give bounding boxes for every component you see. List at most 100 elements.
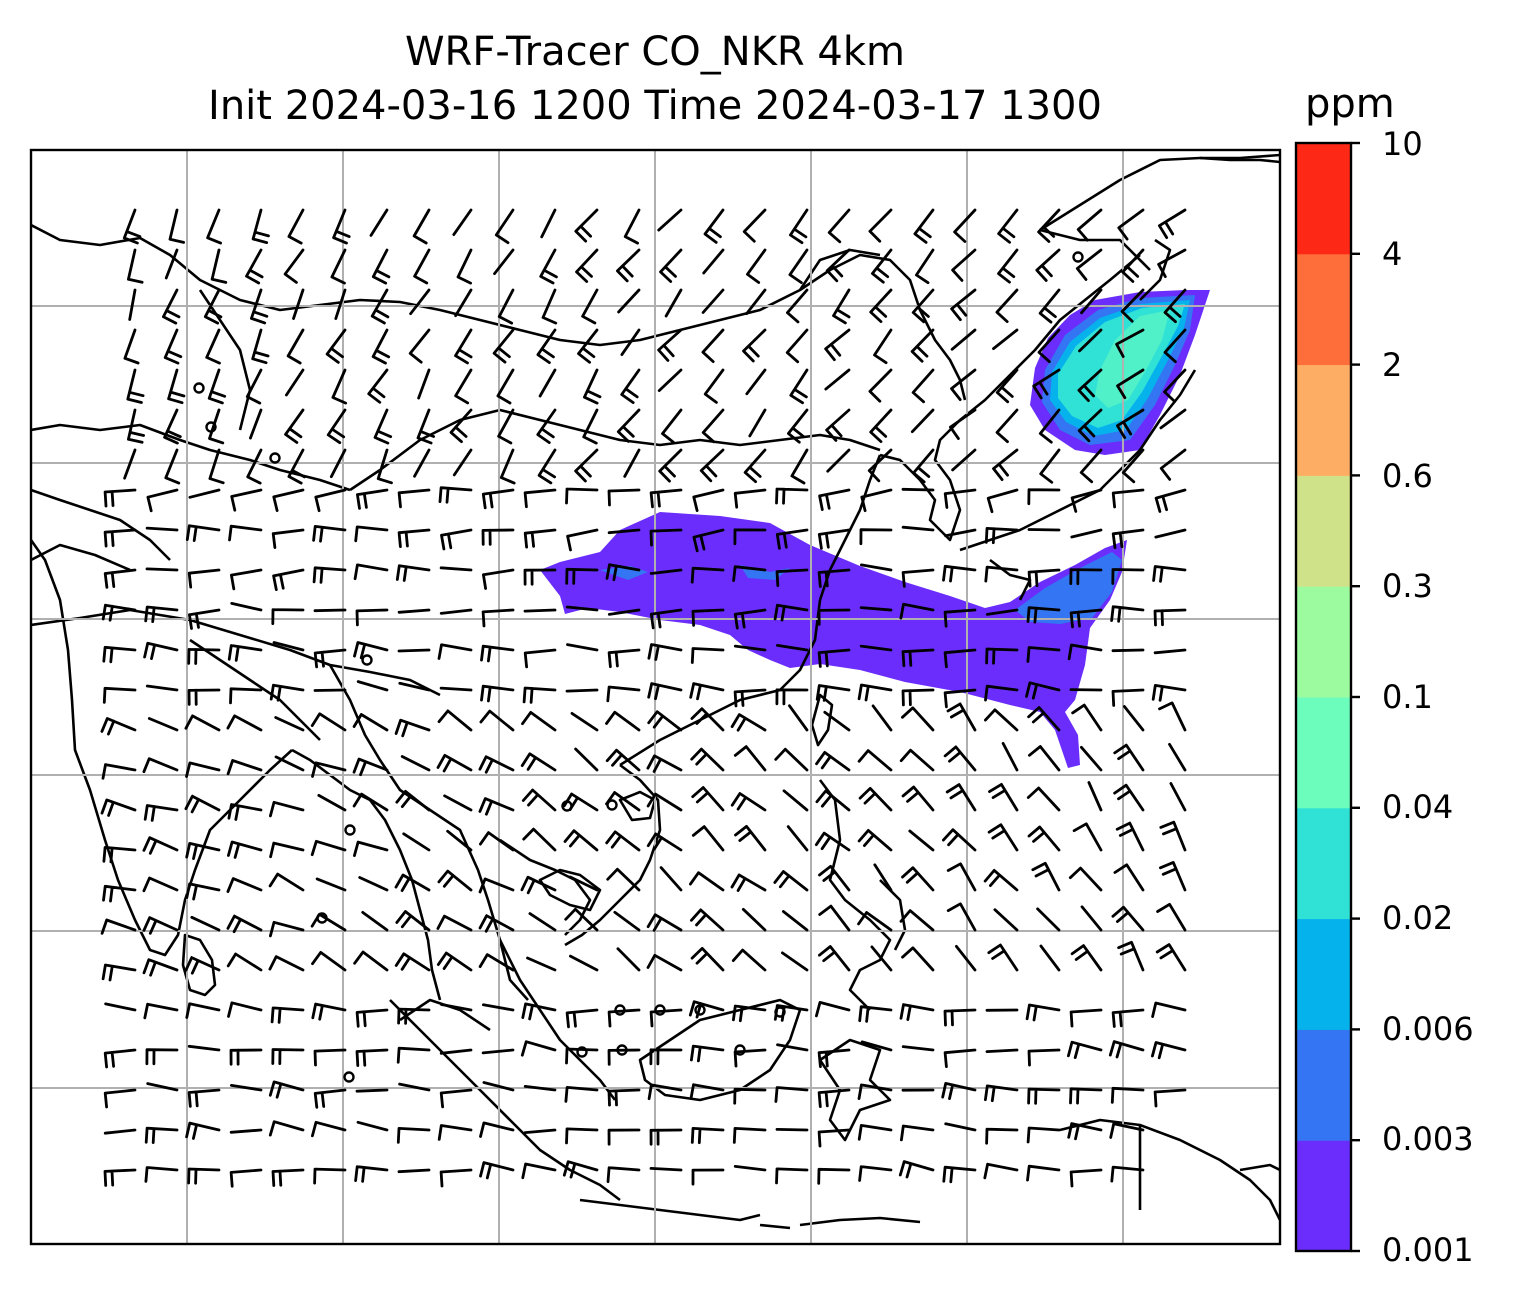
wind-barb [690, 947, 725, 972]
wind-barb [127, 408, 145, 444]
wind-barb [332, 208, 351, 245]
wind-barb [479, 709, 515, 732]
wind-barb [657, 368, 683, 392]
wind-barb [226, 877, 263, 893]
wind-barb [226, 759, 263, 776]
colorbar-segment [1296, 586, 1351, 698]
wind-barb [605, 830, 641, 852]
wind-barb [1069, 1087, 1103, 1105]
wind-barb [396, 1046, 431, 1064]
wind-barb [620, 328, 641, 356]
calm-wind-circle [205, 421, 217, 433]
wind-barb [164, 448, 181, 485]
wind-barb [1028, 745, 1061, 772]
wind-barb [452, 448, 473, 477]
wind-barb [1158, 208, 1187, 239]
wind-barb [1120, 288, 1145, 323]
wind-barb [313, 648, 347, 669]
wind-barb [270, 1006, 305, 1024]
wind-barb [354, 525, 389, 543]
wind-barb [230, 602, 263, 612]
wind-barb [370, 288, 390, 325]
wind-barb [1039, 944, 1061, 972]
wind-barb [1159, 448, 1187, 481]
wind-barb [521, 788, 557, 812]
wind-barb [993, 908, 1019, 932]
wind-barb [1031, 861, 1061, 892]
wind-barb [103, 1128, 137, 1135]
wind-barb [538, 368, 557, 398]
colorbar-tick-label: 0.02 [1382, 899, 1454, 937]
wind-barb [101, 603, 137, 622]
wind-barb [537, 448, 557, 485]
wind-barb [312, 525, 347, 543]
wind-barb [860, 1040, 893, 1052]
wind-barb [988, 783, 1019, 812]
wind-barb [733, 745, 767, 772]
wind-barb [992, 328, 1019, 350]
wind-barb [815, 1001, 851, 1018]
wind-barb [185, 842, 221, 860]
wind-barb [868, 368, 893, 403]
colorbar-tick-label: 4 [1382, 235, 1403, 273]
wind-barb [731, 948, 767, 972]
wind-barb [867, 448, 893, 483]
wind-barb [1036, 907, 1061, 932]
wind-barb [523, 568, 557, 586]
calm-wind-circle [734, 1044, 746, 1056]
wind-barb [146, 488, 179, 513]
wind-barb [397, 528, 431, 548]
wind-barb [942, 1165, 977, 1184]
wind-barb [788, 248, 809, 284]
colorbar-tick-label: 0.6 [1382, 457, 1433, 495]
wind-barb [1038, 408, 1061, 444]
wind-barb [1079, 448, 1103, 484]
wind-barb [168, 208, 185, 244]
wind-barb [649, 1128, 683, 1146]
wind-barb [269, 920, 305, 938]
wind-barb [746, 248, 767, 284]
wind-barb [226, 714, 263, 732]
wind-barb [983, 1162, 1019, 1180]
wind-barb [733, 1048, 767, 1068]
wind-barb [478, 914, 515, 933]
wind-barb [440, 528, 473, 551]
wind-barb [1076, 208, 1103, 242]
wind-barb [188, 608, 221, 630]
wind-barb [185, 882, 221, 901]
wind-barb [355, 1088, 389, 1093]
wind-barb [285, 368, 305, 397]
calm-wind-circle [774, 1006, 786, 1018]
colorbar-segment [1296, 364, 1351, 476]
wind-barb [1067, 643, 1103, 661]
wind-barb [657, 208, 683, 232]
wind-barb [825, 248, 851, 283]
wind-barb [439, 608, 473, 615]
wind-barb [901, 688, 935, 707]
wind-barb [774, 747, 809, 772]
wind-barb [786, 288, 809, 324]
wind-barb [352, 757, 389, 777]
wind-barb [574, 747, 599, 772]
wind-barb [313, 1048, 347, 1067]
wind-barb [817, 568, 851, 588]
wind-barb [569, 954, 599, 972]
wind-barb [188, 488, 221, 499]
wind-barb [522, 827, 557, 852]
wind-barb [817, 1128, 851, 1148]
colorbar-segment [1296, 1140, 1351, 1252]
wind-barb [439, 566, 473, 572]
wind-barb [208, 448, 225, 485]
wind-barb [376, 448, 393, 485]
wind-barb [1026, 606, 1061, 624]
wind-barb [397, 1007, 431, 1025]
wind-barb [859, 606, 893, 612]
wind-barb [1113, 783, 1145, 812]
wind-barb [229, 687, 263, 705]
wind-barb [901, 525, 935, 532]
wind-barb [312, 566, 347, 584]
wind-barb [607, 648, 641, 669]
wind-barb [1039, 448, 1061, 484]
wind-barb [775, 487, 809, 505]
wind-barb [187, 568, 221, 589]
